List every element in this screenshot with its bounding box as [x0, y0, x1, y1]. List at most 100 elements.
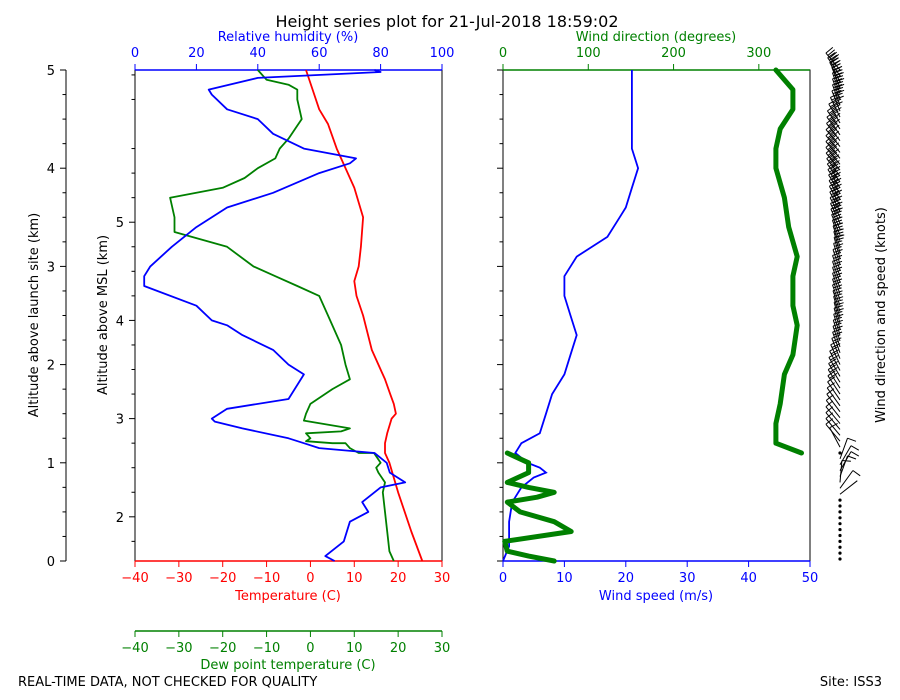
barb-shaft [825, 52, 841, 71]
barb-flag [831, 180, 841, 187]
temperature-tick-label: 30 [434, 571, 451, 586]
barb-shaft [839, 480, 858, 495]
barb-shaft [839, 470, 854, 489]
barb-flag [829, 166, 838, 173]
barb-shaft [828, 363, 841, 383]
barb-flag [833, 195, 843, 201]
barb-flag [828, 175, 838, 181]
dewpoint-tick-label: −30 [165, 641, 192, 656]
msl-tick-label: 3 [116, 413, 124, 428]
barb-flag [832, 98, 842, 104]
site-tick-label: 3 [47, 260, 55, 275]
dewpoint-tick-label: 0 [306, 641, 314, 656]
barb-flag [829, 172, 839, 179]
barb-shaft [825, 152, 841, 171]
barb-flag [829, 366, 838, 373]
rh-tick-label: 40 [250, 46, 267, 61]
barb-flag [827, 49, 836, 56]
barb-flag [834, 101, 843, 107]
barb-shaft [830, 203, 841, 224]
rh-axis-label: Relative humidity (%) [218, 30, 359, 45]
temperature-line [305, 69, 424, 562]
barb-flag [834, 207, 843, 213]
barb-shaft [832, 267, 841, 289]
barb-shaft [832, 331, 841, 353]
temperature-tick-label: 20 [390, 571, 407, 586]
barb-flag [829, 346, 838, 352]
barb-flag [850, 451, 860, 457]
barb-flag [831, 104, 840, 110]
dewpoint-tick-label: 10 [346, 641, 363, 656]
barb-flag [829, 372, 838, 379]
barb-shaft [829, 191, 841, 212]
barb-shaft [825, 412, 841, 430]
barb-shaft [839, 451, 852, 471]
barb-flag [847, 437, 857, 442]
site-axis-label: Altitude above launch site (km) [27, 213, 42, 417]
barb-shaft [825, 418, 841, 436]
barb-flag [827, 370, 836, 377]
wind-speed-tick-label: 10 [556, 571, 573, 586]
barb-shaft [826, 393, 841, 413]
wind-dir-tick-label: 300 [746, 46, 771, 61]
barb-flag [833, 107, 842, 113]
barb-flag [825, 47, 834, 54]
rh-tick-label: 0 [131, 46, 139, 61]
barb-shaft [830, 344, 841, 365]
barb-flag [830, 57, 839, 64]
barb-flag [847, 455, 857, 460]
barb-shaft [832, 273, 841, 295]
dewpoint-axis-label: Dew point temperature (C) [200, 658, 375, 673]
barb-shaft [827, 375, 841, 395]
barb-calm-dot [838, 522, 842, 526]
rh-tick-label: 20 [188, 46, 205, 61]
barb-flag [826, 111, 835, 118]
barb-shaft [829, 62, 841, 83]
wind-speed-tick-label: 20 [618, 571, 635, 586]
barb-shaft [833, 243, 841, 265]
barb-calm-dot [838, 516, 842, 520]
dewpoint-axis-ticks: −40 −30 −20 −10 0 10 20 30 [121, 631, 450, 656]
wind-dir-tick-label: 200 [661, 46, 686, 61]
wind-dir-tick-label: 0 [499, 46, 507, 61]
barb-shaft [832, 72, 841, 94]
barb-shaft [827, 57, 841, 77]
barb-flag [833, 183, 842, 189]
barb-flag [830, 92, 839, 98]
barb-shaft [833, 307, 841, 330]
barb-flag [829, 360, 839, 367]
wind-speed-tick-label: 50 [802, 571, 819, 586]
barb-flag [834, 243, 844, 247]
wind-panel-frame [502, 69, 811, 562]
barb-flag [835, 83, 845, 88]
temperature-axis-label: Temperature (C) [234, 589, 341, 604]
temperature-tick-label: 10 [346, 571, 363, 586]
barb-flag [834, 81, 844, 86]
barb-calm-dot [838, 557, 842, 561]
barb-flag [830, 190, 840, 196]
barb-flag [850, 445, 860, 451]
barb-shaft [827, 169, 841, 189]
barb-flag [832, 186, 841, 193]
barb-calm-dot [838, 510, 842, 514]
barb-shaft [825, 400, 841, 418]
barb-flag [828, 160, 837, 167]
barb-calm-dot [838, 539, 842, 543]
barb-shaft [832, 225, 841, 247]
site-axis-ticks: 0 1 2 3 4 5 [47, 64, 66, 570]
thermo-series-group [143, 69, 424, 562]
barb-shaft [825, 147, 841, 165]
barb-flag [830, 355, 839, 361]
barb-shaft [833, 313, 841, 336]
barb-shaft [832, 78, 841, 100]
barb-shaft [826, 110, 841, 130]
msl-tick-label: 2 [116, 511, 124, 526]
barb-flag [827, 364, 837, 371]
dewpoint-tick-label: 30 [434, 641, 451, 656]
barb-flag [827, 164, 836, 170]
barb-shaft [825, 423, 841, 442]
dewpoint-tick-label: 20 [390, 641, 407, 656]
dewpoint-tick-label: −20 [209, 641, 236, 656]
barb-flag [828, 358, 837, 364]
